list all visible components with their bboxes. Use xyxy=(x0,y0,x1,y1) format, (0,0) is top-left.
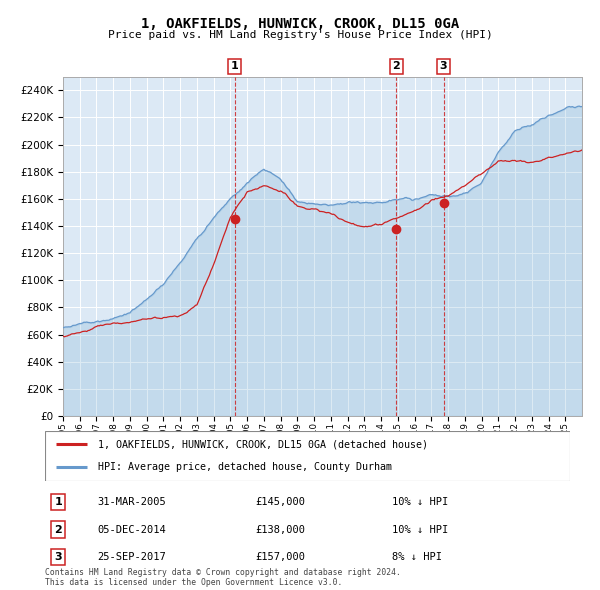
Text: 2: 2 xyxy=(54,525,62,535)
Text: 10% ↓ HPI: 10% ↓ HPI xyxy=(392,525,448,535)
Text: 1, OAKFIELDS, HUNWICK, CROOK, DL15 0GA (detached house): 1, OAKFIELDS, HUNWICK, CROOK, DL15 0GA (… xyxy=(97,439,427,449)
Text: 10% ↓ HPI: 10% ↓ HPI xyxy=(392,497,448,507)
Text: £157,000: £157,000 xyxy=(255,552,305,562)
Text: £145,000: £145,000 xyxy=(255,497,305,507)
Text: £138,000: £138,000 xyxy=(255,525,305,535)
Text: 25-SEP-2017: 25-SEP-2017 xyxy=(97,552,166,562)
Text: 3: 3 xyxy=(55,552,62,562)
Text: 1: 1 xyxy=(231,61,238,71)
FancyBboxPatch shape xyxy=(45,431,570,481)
Text: 1: 1 xyxy=(54,497,62,507)
Text: 3: 3 xyxy=(440,61,448,71)
Text: Contains HM Land Registry data © Crown copyright and database right 2024.
This d: Contains HM Land Registry data © Crown c… xyxy=(45,568,401,587)
Text: 05-DEC-2014: 05-DEC-2014 xyxy=(97,525,166,535)
Text: HPI: Average price, detached house, County Durham: HPI: Average price, detached house, Coun… xyxy=(97,463,392,473)
Text: Price paid vs. HM Land Registry's House Price Index (HPI): Price paid vs. HM Land Registry's House … xyxy=(107,30,493,40)
Text: 2: 2 xyxy=(392,61,400,71)
Text: 1, OAKFIELDS, HUNWICK, CROOK, DL15 0GA: 1, OAKFIELDS, HUNWICK, CROOK, DL15 0GA xyxy=(141,17,459,31)
Text: 31-MAR-2005: 31-MAR-2005 xyxy=(97,497,166,507)
Text: 8% ↓ HPI: 8% ↓ HPI xyxy=(392,552,442,562)
